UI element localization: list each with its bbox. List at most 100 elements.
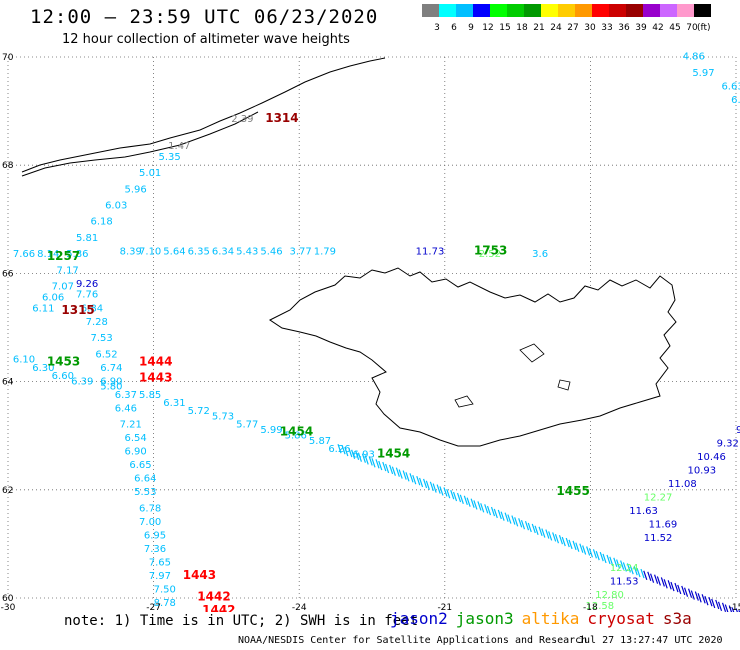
wave-height-label: 5.77 <box>236 420 258 431</box>
track-mark <box>375 459 380 469</box>
track-mark <box>416 475 421 486</box>
track-mark <box>715 599 720 610</box>
track-mark <box>579 543 584 553</box>
track-mark <box>606 554 611 565</box>
wave-height-label: 6.63 <box>721 81 740 92</box>
track-mark <box>534 525 539 535</box>
track-mark <box>463 495 468 506</box>
track-mark <box>422 478 428 489</box>
track-mark <box>450 490 455 500</box>
pass-time-labels: 1314 1257 1315 1453 1444 1443 1454 1454 1753 1455… <box>47 111 590 612</box>
wave-height-label: 11.52 <box>644 533 673 544</box>
wave-height-label: 6.26 <box>328 444 350 455</box>
track-mark <box>656 576 661 586</box>
track-mark <box>425 480 430 490</box>
wave-height-label: 6.11 <box>32 303 54 314</box>
coastline <box>21 57 677 447</box>
iceland-lake <box>454 395 474 408</box>
lat-tick-label: 62 <box>2 486 13 496</box>
pass-time-label: 1443 <box>139 371 172 385</box>
colorbar-tick-label: 33 <box>601 23 612 33</box>
wave-height-label: 12.27 <box>644 493 673 504</box>
track-mark <box>364 455 369 465</box>
wave-height-label: 6.03 <box>105 200 127 211</box>
wave-height-label: 7.10 <box>139 246 161 257</box>
wave-height-label: 5.97 <box>692 68 714 79</box>
track-mark <box>592 549 597 559</box>
colorbar-tick-label: 9 <box>468 23 474 33</box>
wave-height-label: 5.64 <box>163 246 185 257</box>
altimeter-map: 1.475.35 5.01 5.96 6.03 6.18 5.81 5.86 7.17 7.07… <box>1 52 740 612</box>
colorbar-swatch <box>660 4 677 17</box>
track-mark <box>520 519 526 530</box>
track-mark <box>677 584 682 595</box>
pass-time-label: 1443 <box>183 568 216 582</box>
colorbar-swatch <box>694 4 711 17</box>
colorbar-swatch <box>456 4 473 17</box>
wave-height-label: 11.73 <box>416 246 445 257</box>
chart-subtitle: 12 hour collection of altimeter wave hei… <box>62 32 350 47</box>
colorbar-swatch <box>473 4 490 17</box>
wave-height-label: 7.07 <box>52 282 74 293</box>
lon-tick-label: -24 <box>292 603 307 612</box>
wave-height-label: 6.60 <box>52 371 74 382</box>
pass-time-label: 1315 <box>61 303 94 317</box>
track-mark <box>633 566 638 576</box>
colorbar-swatch <box>677 4 694 17</box>
track-mark <box>486 505 492 516</box>
wave-height-label: 6.78 <box>139 503 161 514</box>
wave-height-label: 7.53 <box>91 333 113 344</box>
track-mark <box>391 466 396 476</box>
track-mark <box>704 595 709 606</box>
track-mark <box>371 458 376 468</box>
track-mark <box>595 550 600 561</box>
track-mark <box>541 528 546 538</box>
wave-height-label: 6.90 <box>100 376 122 387</box>
pass-time-label: 1442 <box>202 603 235 612</box>
wave-height-label: 5.86 <box>285 430 307 441</box>
colorbar-swatch <box>422 4 439 17</box>
wave-height-label: 3.77 <box>289 246 311 257</box>
track-mark <box>432 483 437 493</box>
track-mark <box>683 587 689 597</box>
wave-height-label: 7.97 <box>149 571 171 582</box>
track-mark <box>654 574 659 584</box>
track-mark <box>357 452 362 462</box>
track-mark <box>561 536 566 547</box>
wave-height-label: 5.85 <box>139 390 161 401</box>
legend-entry-cryosat: cryosat <box>587 609 655 628</box>
pass-time-label: 1314 <box>265 111 298 125</box>
footnote: note: 1) Time is in UTC; 2) SWH is in fe… <box>64 613 419 629</box>
track-mark <box>402 470 407 480</box>
track-mark <box>500 511 505 521</box>
track-mark <box>701 594 706 604</box>
wave-height-label: 5.01 <box>139 168 161 179</box>
track-mark <box>443 487 448 497</box>
wave-height-label: 2.39 <box>231 114 253 125</box>
colorbar-tick-label: 36 <box>618 23 630 33</box>
axis-labels: -30 -27 -24 -21 -18 -15 70 68 66 64 62 60 <box>1 53 740 612</box>
lon-tick-label: -27 <box>146 603 161 612</box>
track-mark <box>518 518 523 528</box>
colorbar-swatch <box>507 4 524 17</box>
track-mark <box>507 514 512 524</box>
colorbar-tick-label: 18 <box>516 23 528 33</box>
wave-height-label: 9.32 <box>717 439 739 450</box>
wave-height-label: 8.39 <box>120 246 142 257</box>
greenland-coast-inner <box>21 111 259 177</box>
legend-entry-jason2: jason2 <box>390 609 448 628</box>
colorbar-legend: 3 6 9 12 15 18 21 24 27 30 33 36 39 42 45 70 (ft) <box>422 4 711 33</box>
track-mark <box>497 509 502 520</box>
wave-height-label: 6.10 <box>13 355 35 366</box>
wave-height-label: 1.79 <box>314 246 336 257</box>
wave-height-label: 5.43 <box>236 246 258 257</box>
track-mark <box>459 494 464 505</box>
colorbar-swatch <box>541 4 558 17</box>
track-mark <box>674 582 679 593</box>
track-mark <box>735 608 738 612</box>
track-mark <box>708 596 713 607</box>
track-mark <box>490 506 496 517</box>
track-mark <box>538 526 543 536</box>
colorbar-tick-label: 30 <box>584 23 596 33</box>
wave-height-label: 5.86 <box>66 249 88 260</box>
